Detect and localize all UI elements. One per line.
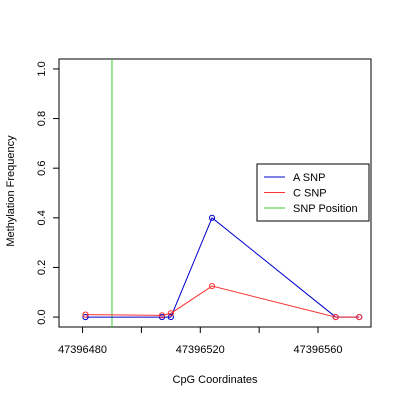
data-point-c-snp [158,312,166,319]
data-point-a-snp [82,313,89,321]
legend-label: A SNP [293,172,325,184]
y-tick-label: 0.2 [36,260,48,275]
data-point-a-snp [167,313,174,321]
y-tick-label: 0.4 [36,210,48,225]
series-line-a-snp [85,217,360,318]
data-point-a-snp [208,214,216,221]
data-point-c-snp [356,313,363,321]
y-tick-label: 0.0 [36,309,48,324]
y-tick-label: 1.0 [36,61,48,76]
y-tick-label: 0.6 [36,161,48,176]
data-point-c-snp [332,313,339,321]
x-axis-title: CpG Coordinates [173,374,258,386]
legend-label: SNP Position [293,203,358,215]
legend-label: C SNP [293,188,327,200]
x-tick-label: 47396480 [58,344,107,356]
y-tick-label: 0.8 [36,111,48,126]
plot-layer: 0.0 0.2 0.4 0.6 0.8 1.0 47396480 47396520 473965… [36,58,372,356]
plot-frame [58,58,372,328]
series-line-c-snp [85,285,360,318]
data-point-c-snp [208,282,216,290]
data-point-c-snp [82,311,89,318]
data-point-a-snp [158,313,166,321]
x-tick-label: 47396520 [176,344,225,356]
data-point-c-snp [167,310,174,317]
y-axis-title: Methylation Frequency [5,135,17,247]
x-tick-label: 47396560 [294,344,343,356]
